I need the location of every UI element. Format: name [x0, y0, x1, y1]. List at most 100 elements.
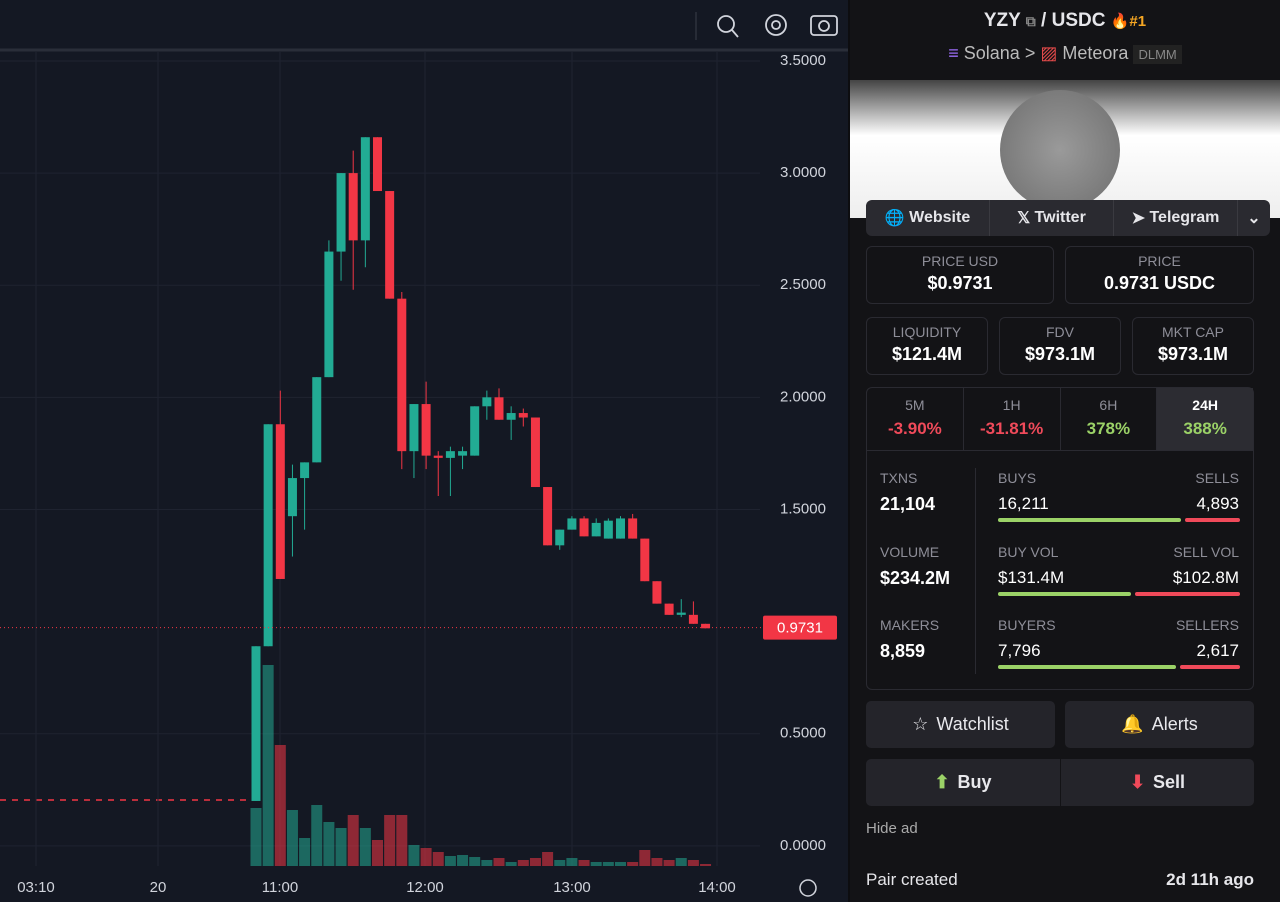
arrow: >	[1024, 43, 1036, 63]
volume-bar	[335, 828, 347, 866]
x-tick-label: 13:00	[553, 879, 591, 896]
ratio-bar-buy	[998, 518, 1181, 522]
axis-settings-icon[interactable]	[799, 879, 817, 897]
volume-bar	[687, 860, 699, 866]
links-dropdown[interactable]: ⌄	[1247, 210, 1261, 227]
camera-icon[interactable]	[818, 20, 830, 32]
volume-bar	[420, 848, 432, 866]
link-telegram[interactable]: ➤ Telegram	[1114, 200, 1238, 236]
ratio-bar-sell	[1184, 518, 1240, 522]
camera-icon[interactable]	[810, 15, 838, 36]
timeframe-tab-active[interactable]: 24H 388%	[1157, 388, 1253, 450]
settings-icon[interactable]	[771, 20, 781, 30]
timeframe-tab[interactable]: 1H -31.81%	[964, 388, 1061, 450]
candle-body	[603, 520, 613, 539]
stat-card: FDV $973.1M	[999, 317, 1121, 375]
volume-bar	[262, 665, 274, 866]
volume-bar	[627, 862, 639, 866]
dex: Meteora	[1062, 43, 1129, 63]
divider	[975, 468, 976, 674]
candle-body	[664, 603, 674, 615]
volume-bar	[651, 858, 663, 866]
x-tick-label: 11:00	[262, 879, 298, 896]
volume-bar	[359, 828, 371, 866]
x-tick-label: 12:00	[406, 879, 444, 896]
settings-icon[interactable]	[765, 14, 787, 36]
y-tick-label: 0.0000	[780, 837, 826, 854]
link-text: Twitter	[1034, 209, 1086, 226]
candle-body	[263, 424, 273, 647]
label: MKT CAP	[1162, 324, 1224, 340]
buy-button[interactable]: ⬆ Buy	[866, 759, 1060, 806]
timeframe-tab[interactable]: 6H 378%	[1061, 388, 1158, 450]
label: SELLERS	[1175, 617, 1239, 633]
x-tick-label: 20	[150, 879, 167, 896]
candle-body	[409, 404, 419, 452]
candle-body	[591, 522, 601, 537]
label: MAKERS	[880, 617, 940, 633]
volume-bar	[639, 850, 651, 866]
label: BUYS	[998, 470, 1037, 486]
link-twitter[interactable]: 𝕏 Twitter	[990, 200, 1114, 236]
candle-body	[543, 487, 553, 546]
banner	[850, 80, 1280, 218]
value: $102.8M	[1172, 568, 1239, 587]
link-text: Website	[909, 209, 971, 226]
token-logo	[1000, 90, 1120, 210]
volume-bar	[311, 805, 323, 866]
candle-body	[397, 298, 407, 452]
y-tick-label: 3.0000	[780, 164, 826, 181]
label: TXNS	[880, 470, 918, 486]
volume-bar	[274, 745, 286, 866]
label: BUYERS	[998, 617, 1056, 633]
pair-panel: YZY ⧉ / USDC 🔥#1 ≡ Solana > ▨ Meteora DL…	[850, 0, 1280, 902]
candle-body	[482, 397, 492, 407]
candle-body	[445, 451, 455, 458]
hide-ad[interactable]: Hide ad	[866, 820, 918, 837]
candle-body	[652, 581, 662, 604]
link-website[interactable]: 🌐 Website	[866, 200, 990, 236]
candle-body	[628, 518, 638, 539]
candle-body	[287, 478, 297, 517]
candle-body	[470, 406, 480, 456]
y-tick-label: 2.0000	[780, 388, 826, 405]
base-token: YZY	[983, 10, 1021, 31]
sell-icon: ⬇	[1129, 772, 1146, 792]
candle-body	[433, 455, 443, 458]
solana-icon: ≡	[948, 43, 959, 63]
watchlist-button[interactable]: ☆ Watchlist	[866, 701, 1055, 748]
candle-body	[421, 404, 431, 456]
volume-bar	[493, 858, 505, 866]
rank: 🔥#1	[1110, 13, 1147, 30]
volume-bar	[457, 855, 469, 866]
y-tick-label: 0.5000	[780, 725, 826, 742]
value: 7,796	[998, 641, 1041, 660]
label: LIQUIDITY	[892, 324, 962, 340]
value: -31.81%	[979, 419, 1044, 438]
volume-bar	[590, 862, 602, 866]
rank-text: #1	[1129, 13, 1147, 30]
alerts-button[interactable]: 🔔 Alerts	[1065, 701, 1254, 748]
pair-created-value: 2d 11h ago	[1166, 870, 1254, 889]
volume-bar	[517, 860, 529, 866]
value: -3.90%	[887, 419, 942, 438]
quote-token: USDC	[1051, 10, 1106, 31]
label: PRICE USD	[921, 253, 999, 269]
volume-bar	[299, 838, 311, 866]
volume-bar	[578, 860, 590, 866]
label: 5M	[905, 397, 925, 413]
value: $973.1M	[1024, 344, 1096, 364]
value: $121.4M	[891, 344, 963, 364]
value: $0.9731	[927, 273, 993, 293]
copy-icon[interactable]: ⧉	[1025, 13, 1036, 29]
candle-body	[530, 417, 540, 488]
label: SELLS	[1195, 470, 1239, 486]
value: 21,104	[880, 494, 936, 514]
candle-body	[251, 646, 261, 801]
dex-tag: DLMM	[1133, 45, 1182, 64]
timeframe-tab[interactable]: 5M -3.90%	[867, 388, 964, 450]
sell-button[interactable]: ⬇ Sell	[1061, 759, 1254, 806]
button-text: Sell	[1153, 772, 1186, 792]
last-price-tag	[763, 615, 837, 640]
candle-body	[555, 529, 565, 546]
